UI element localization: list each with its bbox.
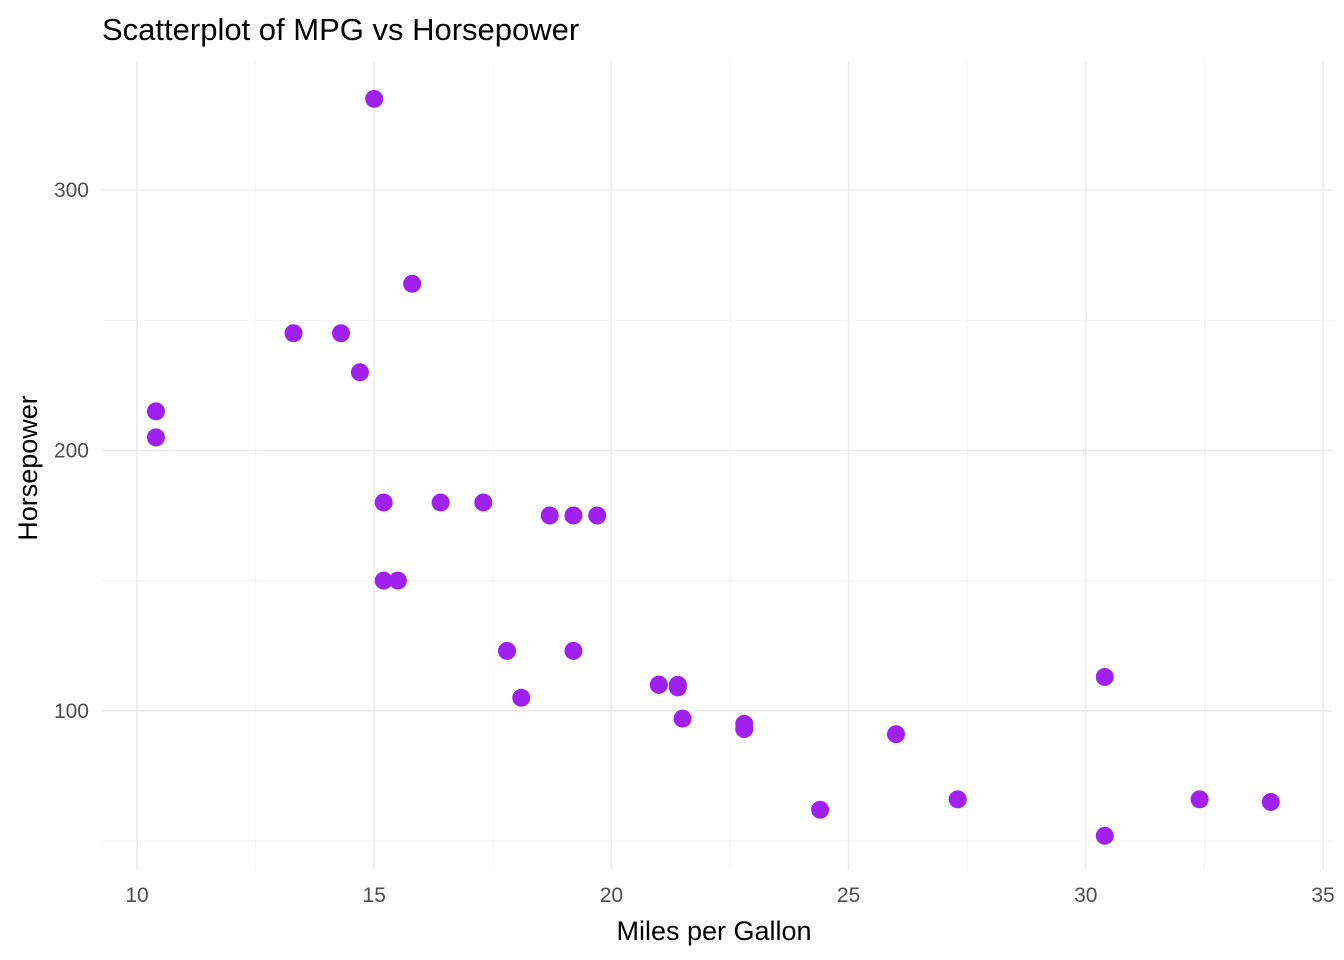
data-point bbox=[284, 324, 303, 343]
data-point bbox=[365, 89, 384, 108]
data-point bbox=[668, 678, 687, 697]
data-point bbox=[498, 641, 517, 660]
data-point bbox=[1095, 667, 1114, 686]
data-point bbox=[540, 506, 559, 525]
y-axis-title: Horsepower bbox=[13, 395, 43, 541]
tick-labels: 10 15 20 25 30 35 100 200 300 bbox=[54, 179, 1335, 907]
data-point bbox=[350, 363, 369, 382]
y-tick-label: 100 bbox=[54, 700, 89, 723]
data-point bbox=[403, 274, 422, 293]
x-tick-label: 15 bbox=[363, 884, 386, 907]
y-tick-label: 300 bbox=[54, 179, 89, 202]
data-points bbox=[146, 89, 1280, 845]
data-point bbox=[146, 428, 165, 447]
data-point bbox=[512, 688, 531, 707]
data-point bbox=[146, 402, 165, 421]
y-tick-label: 200 bbox=[54, 439, 89, 462]
data-point bbox=[1261, 792, 1280, 811]
data-point bbox=[431, 493, 450, 512]
data-point bbox=[564, 641, 583, 660]
data-point bbox=[388, 571, 407, 590]
data-point bbox=[735, 714, 754, 733]
data-point bbox=[564, 506, 583, 525]
data-point bbox=[811, 800, 830, 819]
data-point bbox=[649, 675, 668, 694]
data-point bbox=[1190, 790, 1209, 809]
data-point bbox=[474, 493, 493, 512]
data-point bbox=[374, 493, 393, 512]
data-point bbox=[948, 790, 967, 809]
data-point bbox=[374, 571, 393, 590]
chart-title: Scatterplot of MPG vs Horsepower bbox=[102, 12, 579, 47]
data-point bbox=[588, 506, 607, 525]
data-point bbox=[331, 324, 350, 343]
x-tick-label: 35 bbox=[1311, 884, 1334, 907]
x-tick-label: 10 bbox=[125, 884, 148, 907]
x-axis-title: Miles per Gallon bbox=[616, 916, 811, 946]
data-point bbox=[673, 709, 692, 728]
x-tick-label: 25 bbox=[837, 884, 860, 907]
data-point bbox=[887, 725, 906, 744]
data-point bbox=[1095, 826, 1114, 845]
grid-lines bbox=[102, 62, 1333, 870]
x-tick-label: 30 bbox=[1074, 884, 1097, 907]
x-tick-label: 20 bbox=[600, 884, 623, 907]
